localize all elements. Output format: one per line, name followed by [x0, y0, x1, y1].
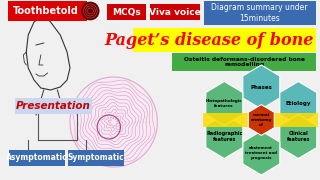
Text: Viva voice: Viva voice	[149, 8, 201, 17]
Polygon shape	[206, 82, 243, 125]
Polygon shape	[280, 114, 317, 159]
FancyBboxPatch shape	[204, 1, 316, 25]
FancyBboxPatch shape	[15, 98, 92, 114]
Polygon shape	[248, 105, 274, 135]
Text: Asymptomatic: Asymptomatic	[6, 154, 68, 163]
Text: abatement
treatment and
prognosis: abatement treatment and prognosis	[245, 146, 277, 160]
FancyBboxPatch shape	[68, 150, 124, 166]
Polygon shape	[243, 65, 280, 109]
Circle shape	[70, 77, 157, 167]
Text: Osteitis deformans-disordered bone
remodelling: Osteitis deformans-disordered bone remod…	[184, 57, 305, 67]
Polygon shape	[243, 131, 280, 175]
Text: normal
anatomy
of: normal anatomy of	[251, 113, 272, 127]
FancyBboxPatch shape	[8, 1, 87, 21]
Text: Histopathologic
features: Histopathologic features	[206, 99, 243, 108]
Text: Radiographic
features: Radiographic features	[206, 131, 243, 142]
Polygon shape	[280, 82, 317, 125]
FancyBboxPatch shape	[203, 113, 320, 127]
FancyBboxPatch shape	[9, 150, 65, 166]
FancyBboxPatch shape	[107, 4, 146, 20]
Polygon shape	[206, 114, 243, 159]
Text: Symptomatic: Symptomatic	[68, 154, 124, 163]
Text: Etiology: Etiology	[285, 101, 311, 106]
Text: Toothbetold: Toothbetold	[13, 6, 78, 16]
Text: Paget’s disease of bone: Paget’s disease of bone	[104, 31, 314, 48]
Text: Clinical
features: Clinical features	[287, 131, 310, 142]
FancyBboxPatch shape	[133, 28, 316, 52]
Text: MCQs: MCQs	[112, 8, 141, 17]
FancyBboxPatch shape	[150, 4, 200, 20]
Text: Presentation: Presentation	[16, 101, 91, 111]
Circle shape	[82, 2, 99, 20]
Text: Phases: Phases	[250, 84, 272, 89]
FancyBboxPatch shape	[172, 53, 316, 71]
Text: Diagram summary under
15minutes: Diagram summary under 15minutes	[211, 3, 308, 23]
